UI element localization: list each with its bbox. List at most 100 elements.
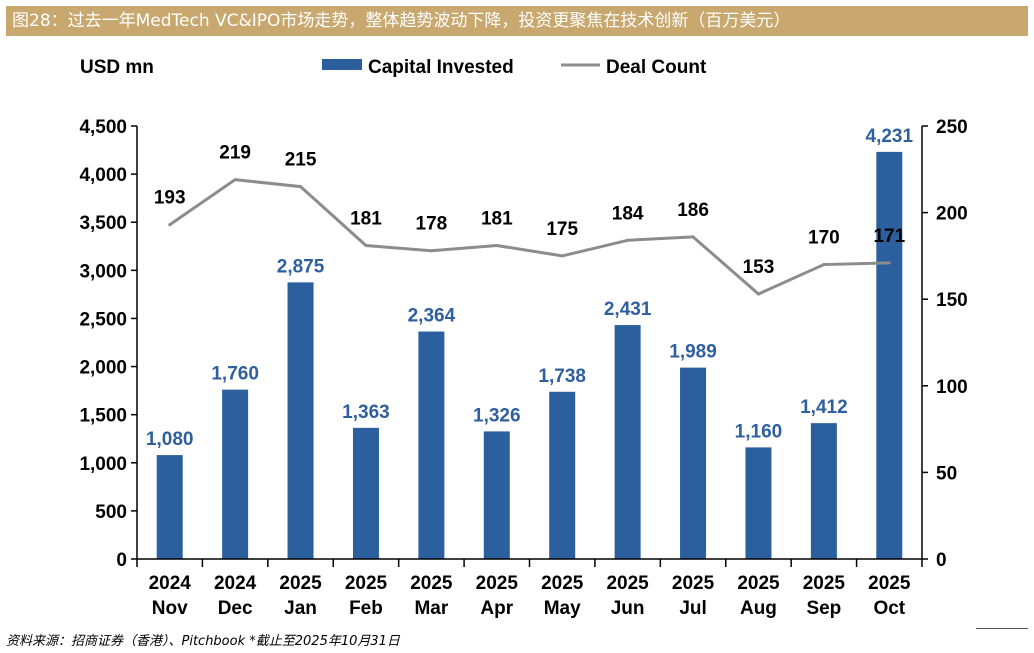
x-tick-year: 2025	[606, 573, 649, 594]
x-tick-month: Aug	[740, 598, 777, 619]
x-tick-year: 2025	[410, 573, 453, 594]
footer-rule	[976, 628, 1028, 629]
line-data-label: 153	[743, 257, 775, 278]
bar-capital-invested	[876, 151, 903, 559]
line-data-label: 184	[612, 203, 644, 224]
line-data-label: 181	[350, 209, 382, 230]
x-tick-year: 2025	[803, 573, 846, 594]
legend-swatch-capital-invested	[322, 59, 362, 70]
y2-tick-label: 100	[936, 377, 968, 398]
bar-data-label: 1,363	[342, 402, 390, 423]
x-tick-year: 2024	[214, 573, 257, 594]
legend: Capital Invested Deal Count	[322, 57, 707, 78]
deal-count-point	[168, 223, 172, 227]
deal-count-point	[299, 185, 303, 189]
x-tick-month: Sep	[806, 598, 841, 619]
bar-capital-invested	[745, 447, 772, 559]
line-data-label: 181	[481, 209, 513, 230]
y2-tick-label: 200	[936, 204, 968, 225]
y-tick-label: 0	[116, 550, 127, 571]
deal-count-point	[429, 249, 433, 253]
bar-capital-invested	[680, 367, 707, 559]
line-data-label: 215	[285, 150, 317, 171]
source-note: 资料来源：招商证券（香港）、Pitchbook *截止至2025年10月31日	[6, 634, 400, 649]
bar-data-label: 1,989	[669, 342, 717, 363]
deal-count-point	[364, 244, 368, 248]
deal-count-point	[233, 178, 237, 182]
y2-tick-label: 150	[936, 290, 968, 311]
line-data-label: 186	[677, 200, 709, 221]
x-tick-year: 2025	[279, 573, 322, 594]
x-tick-month: Oct	[873, 598, 905, 619]
y-axis-label: USD mn	[80, 57, 154, 78]
y-tick-label: 4,500	[79, 117, 127, 138]
y-tick-label: 2,500	[79, 309, 127, 330]
line-data-label: 170	[808, 228, 840, 249]
y-tick-label: 2,000	[79, 358, 127, 379]
line-data-label: 175	[546, 219, 578, 240]
y-tick-label: 4,000	[79, 165, 127, 186]
deal-count-point	[887, 261, 891, 265]
bar-data-label: 4,231	[866, 126, 914, 147]
x-tick-month: Dec	[218, 598, 253, 619]
x-tick-month: Nov	[152, 598, 188, 619]
bar-data-label: 1,326	[473, 405, 521, 426]
x-tick-month: Jan	[284, 598, 317, 619]
y2-tick-label: 50	[936, 463, 957, 484]
y-tick-label: 1,500	[79, 406, 127, 427]
bar-data-label: 1,080	[146, 429, 194, 450]
line-series: 193 219 215 181 178 181 175 184 186 153 170 171	[154, 143, 906, 296]
x-tick-year: 2025	[345, 573, 388, 594]
deal-count-line	[168, 178, 890, 296]
y-tick-label: 500	[95, 502, 127, 523]
x-tick-month: Mar	[414, 598, 448, 619]
bar-capital-invested	[287, 282, 314, 559]
bar-capital-invested	[418, 331, 445, 559]
x-tick-year: 2025	[476, 573, 519, 594]
x-tick-month: Apr	[480, 598, 513, 619]
bar-capital-invested	[810, 423, 837, 559]
x-tick-month: Jun	[611, 598, 645, 619]
bar-data-label: 1,160	[735, 421, 783, 442]
x-tick-month: May	[544, 598, 581, 619]
line-data-label: 193	[154, 188, 186, 209]
deal-count-point	[691, 235, 695, 239]
x-tick-year: 2025	[672, 573, 715, 594]
bar-capital-invested	[614, 325, 641, 559]
figure-title: 图28：过去一年MedTech VC&IPO市场走势，整体趋势波动下降，投资更聚…	[6, 6, 1028, 36]
deal-count-point	[822, 263, 826, 267]
legend-label-deal-count: Deal Count	[606, 57, 707, 78]
bar-data-label: 1,760	[211, 364, 259, 385]
y2-tick-label: 250	[936, 117, 968, 138]
bar-capital-invested	[222, 389, 249, 559]
x-tick-year: 2025	[541, 573, 584, 594]
bar-capital-invested	[483, 431, 510, 559]
x-tick-month: Jul	[679, 598, 706, 619]
bar-capital-invested	[549, 391, 576, 559]
bar-data-label: 1,412	[800, 397, 848, 418]
legend-label-capital-invested: Capital Invested	[368, 57, 514, 78]
x-tick-year: 2024	[149, 573, 192, 594]
deal-count-point	[626, 238, 630, 242]
y-tick-label: 3,000	[79, 261, 127, 282]
bar-capital-invested	[156, 455, 183, 559]
bar-data-label: 2,431	[604, 299, 652, 320]
deal-count-point	[756, 292, 760, 296]
deal-count-point	[560, 254, 564, 258]
deal-count-point	[495, 244, 499, 248]
y-tick-label: 1,000	[79, 454, 127, 475]
line-data-label: 178	[416, 214, 448, 235]
bar-data-label: 2,364	[408, 306, 456, 327]
x-tick-year: 2025	[737, 573, 780, 594]
y-tick-label: 3,500	[79, 213, 127, 234]
line-data-label: 219	[219, 143, 251, 164]
line-data-label: 171	[873, 226, 905, 247]
y2-tick-label: 0	[936, 550, 947, 571]
bar-series: 1,080 1,760 2,875 1,363 2,364 1,326 1,738 2,431…	[146, 126, 914, 559]
bar-data-label: 2,875	[277, 256, 325, 277]
x-tick-year: 2025	[868, 573, 911, 594]
bar-capital-invested	[352, 427, 379, 559]
bar-data-label: 1,738	[538, 366, 586, 387]
x-tick-month: Feb	[349, 598, 383, 619]
